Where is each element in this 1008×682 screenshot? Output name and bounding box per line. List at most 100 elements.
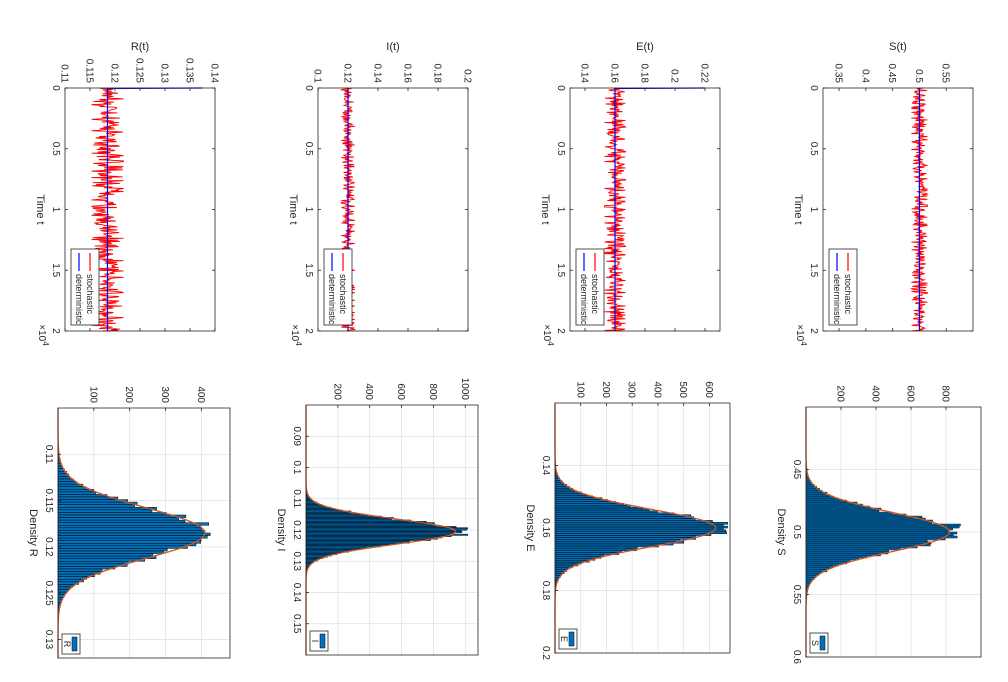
histogram-bar [57, 576, 88, 580]
x-exponent-label: ×104 [36, 324, 50, 346]
histogram-bar [554, 503, 624, 506]
x-tick-label: 0.5 [791, 525, 802, 539]
x-axis-label: Time t [792, 194, 804, 224]
histogram-bar [554, 499, 609, 502]
histogram-bar [554, 489, 576, 493]
histogram-bar [554, 525, 728, 529]
histogram-bar [554, 501, 616, 504]
x-tick-label: 2 [303, 328, 314, 334]
histogram-bar [554, 508, 650, 512]
time-panel-R-time: 0 0.5 1 1.5 2 0.11 0.115 0.12 0.125 0.13 0.135 0.14… [34, 41, 220, 346]
x-tick-label: 0 [808, 85, 819, 91]
histogram-bar [554, 544, 659, 548]
histogram-bar [57, 550, 164, 554]
x-tick-label: 0.13 [291, 552, 302, 572]
histogram-bar [57, 504, 135, 508]
x-tick-label: 0.09 [291, 427, 302, 447]
histogram-bar [57, 555, 157, 559]
histogram-bar [554, 539, 681, 542]
histogram-bar [805, 513, 907, 517]
histogram-bar [57, 566, 116, 570]
y-tick-label: 0.14 [209, 64, 220, 84]
y-tick-label: 100 [87, 386, 98, 403]
x-tick-label: 0.1 [291, 461, 302, 475]
x-tick-label: 0.14 [540, 456, 551, 476]
histogram-bar [57, 476, 70, 480]
histogram-bar [805, 549, 889, 553]
histogram-bar [57, 535, 208, 539]
histogram-bar [554, 510, 658, 514]
y-tick-label: 300 [159, 386, 170, 403]
legend-swatch [319, 633, 326, 649]
histogram-bar [805, 555, 868, 559]
histogram-bar [805, 535, 958, 539]
y-tick-label: 0.11 [59, 64, 70, 83]
legend-swatch [71, 636, 78, 652]
x-tick-label: 1.5 [555, 263, 566, 277]
histogram-bar [805, 499, 847, 503]
x-tick-label: 0.11 [43, 445, 54, 464]
histogram-bar [805, 495, 834, 499]
histogram-bar [554, 493, 586, 497]
x-exponent-label: ×104 [541, 324, 555, 346]
histogram-bar [554, 497, 603, 500]
x-tick-label: 0.6 [791, 650, 802, 664]
x-tick-label: 1.5 [50, 263, 61, 277]
y-tick-label: 0.4 [859, 69, 870, 83]
histogram-bar [57, 517, 179, 521]
x-axis-label: Density S [775, 508, 787, 555]
histogram-bar [554, 550, 622, 553]
stochastic-series-line [909, 87, 929, 332]
axes-frame [57, 407, 231, 659]
histogram-bar [805, 507, 882, 511]
histogram-bar [805, 527, 953, 531]
x-axis-label: Time t [34, 194, 46, 224]
histogram-bar [805, 539, 928, 543]
y-tick-label: 0.16 [402, 64, 413, 84]
x-tick-label: 0.5 [303, 142, 314, 156]
histogram-bar [554, 518, 696, 521]
y-tick-label: 200 [331, 383, 342, 400]
y-tick-label: 0.1 [312, 69, 323, 83]
histogram-bar [805, 497, 840, 501]
histogram-bar [805, 503, 863, 507]
legend-label-deterministic: deterministic [832, 274, 842, 325]
legend-label-stochastic: stochastic [843, 274, 853, 315]
y-tick-label: 0.2 [669, 69, 680, 83]
legend-box [575, 248, 605, 326]
x-tick-label: 1 [555, 207, 566, 213]
histogram-bar [57, 537, 202, 541]
legend: R [61, 633, 81, 655]
histogram-bar [57, 478, 74, 482]
legend-box [323, 248, 353, 326]
histogram-bar [805, 511, 893, 515]
histogram-bar [57, 584, 74, 588]
legend: I [309, 630, 329, 652]
histogram-bar [57, 558, 145, 562]
x-tick-label: 2 [808, 328, 819, 334]
histogram-bar [805, 567, 829, 571]
density-panel-I-density: 0.09 0.1 0.11 0.12 0.13 0.14 0.15 200 400 600 800 1… [275, 378, 479, 656]
histogram-bar [57, 571, 101, 575]
histogram-bar [805, 521, 932, 525]
histogram-bar [805, 561, 848, 565]
legend-label: R [62, 641, 72, 648]
x-tick-label: 0 [303, 85, 314, 91]
histogram-bar [57, 553, 154, 557]
x-tick-label: 0.15 [291, 614, 302, 634]
y-tick-label: 200 [123, 386, 134, 403]
y-tick-label: 0.18 [639, 64, 650, 84]
histogram-bar [57, 486, 87, 490]
histogram-bar [554, 522, 729, 525]
histogram-bar [57, 530, 206, 534]
x-exponent-label: ×104 [794, 324, 808, 346]
x-tick-label: 0.45 [791, 460, 802, 480]
histogram-bar [805, 515, 923, 519]
y-tick-label: 0.12 [342, 64, 353, 84]
x-axis-label: Density E [524, 504, 536, 551]
x-tick-label: 0.5 [808, 142, 819, 156]
histogram-bar [554, 548, 637, 552]
histogram-bar [554, 533, 712, 536]
y-tick-label: 100 [574, 381, 585, 398]
